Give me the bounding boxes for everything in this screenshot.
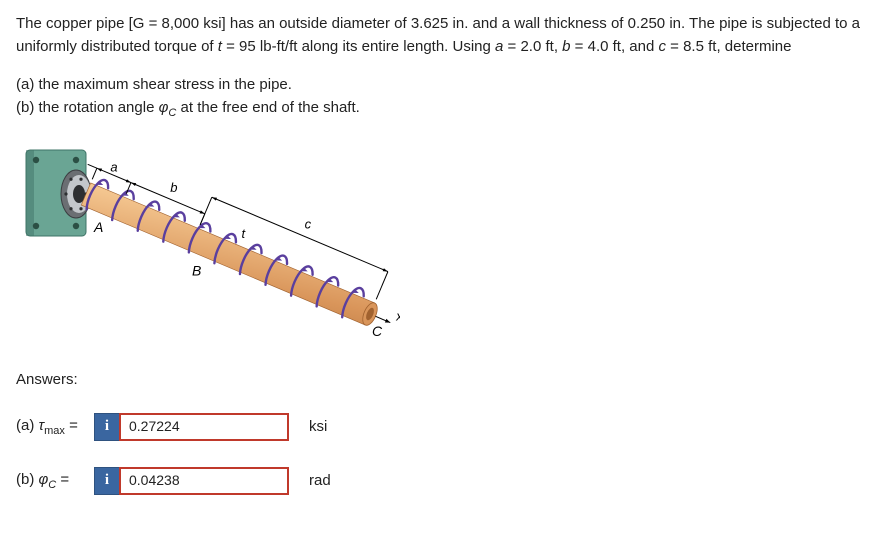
var-c: c bbox=[659, 38, 667, 55]
svg-text:x: x bbox=[395, 308, 400, 323]
answer-a-unit: ksi bbox=[309, 415, 327, 438]
info-icon[interactable]: i bbox=[94, 413, 120, 441]
answers-heading: Answers: bbox=[16, 368, 860, 391]
c-val: = 8.5 ft, determine bbox=[666, 38, 792, 55]
problem-line2-prefix: uniformly distributed torque of bbox=[16, 38, 218, 55]
phi-symbol: φ bbox=[159, 99, 169, 116]
a-pre: (a) bbox=[16, 417, 39, 434]
problem-parts: (a) the maximum shear stress in the pipe… bbox=[16, 73, 860, 122]
part-b-prefix: (b) the rotation angle bbox=[16, 99, 159, 116]
svg-text:C: C bbox=[372, 323, 383, 339]
b-pre: (b) bbox=[16, 471, 39, 488]
answer-row-a: (a) τmax = i 0.27224 ksi bbox=[16, 413, 860, 441]
var-b: b bbox=[562, 38, 570, 55]
tau-sub: max bbox=[44, 425, 65, 437]
svg-text:B: B bbox=[192, 263, 201, 279]
part-b: (b) the rotation angle φC at the free en… bbox=[16, 96, 860, 122]
a-post: = bbox=[65, 417, 78, 434]
answer-a-label: (a) τmax = bbox=[16, 414, 94, 440]
problem-statement: The copper pipe [G = 8,000 ksi] has an o… bbox=[16, 12, 860, 59]
b-post: = bbox=[56, 471, 69, 488]
answer-b-unit: rad bbox=[309, 469, 331, 492]
svg-text:a: a bbox=[110, 159, 117, 174]
problem-line1: The copper pipe [G = 8,000 ksi] has an o… bbox=[16, 15, 860, 32]
b-val: = 4.0 ft, and bbox=[571, 38, 659, 55]
answer-row-b: (b) φC = i 0.04238 rad bbox=[16, 467, 860, 495]
figure: a b c t A B Cx bbox=[20, 132, 860, 342]
phi-symbol-b: φ bbox=[39, 471, 49, 488]
answer-b-input[interactable]: 0.04238 bbox=[119, 467, 289, 495]
answer-b-label: (b) φC = bbox=[16, 468, 94, 494]
info-icon[interactable]: i bbox=[94, 467, 120, 495]
answer-a-input[interactable]: 0.27224 bbox=[119, 413, 289, 441]
problem-line2-mid: = 95 lb-ft/ft along its entire length. U… bbox=[222, 38, 495, 55]
part-b-suffix: at the free end of the shaft. bbox=[176, 99, 359, 116]
svg-text:A: A bbox=[93, 219, 103, 235]
a-val: = 2.0 ft, bbox=[503, 38, 562, 55]
svg-text:b: b bbox=[170, 180, 177, 195]
pipe-diagram: a b c t A B Cx bbox=[20, 132, 400, 342]
part-a: (a) the maximum shear stress in the pipe… bbox=[16, 73, 860, 96]
svg-text:t: t bbox=[241, 226, 246, 241]
svg-text:c: c bbox=[305, 216, 312, 231]
